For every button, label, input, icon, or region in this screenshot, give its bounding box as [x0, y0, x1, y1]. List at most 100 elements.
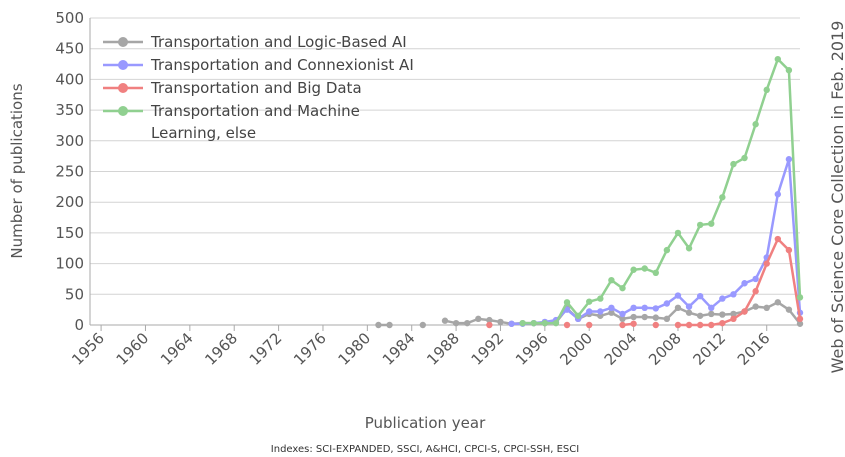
data-point: [674, 304, 682, 312]
x-tick-label: 2008: [645, 329, 685, 369]
data-point: [696, 292, 704, 300]
data-point: [785, 306, 793, 313]
data-point: [630, 304, 637, 312]
data-point: [663, 300, 671, 307]
y-tick-label: 50: [65, 285, 84, 303]
data-point: [774, 235, 782, 243]
data-point: [708, 321, 715, 329]
data-point: [652, 269, 659, 277]
data-point: [586, 321, 593, 329]
data-point: [563, 321, 571, 329]
data-point: [708, 304, 715, 312]
data-point: [696, 221, 704, 229]
data-point: [674, 321, 682, 329]
data-point: [486, 321, 493, 329]
data-point: [796, 294, 804, 301]
data-point: [752, 288, 759, 295]
data-point: [641, 304, 648, 312]
x-tick-label: 1980: [334, 329, 374, 369]
x-tick-label: 1996: [512, 329, 552, 369]
data-point: [730, 315, 737, 323]
data-point: [608, 276, 615, 284]
legend-label: Transportation and Logic-Based AI: [151, 33, 407, 51]
y-tick-label: 450: [55, 40, 84, 58]
x-tick-label: 1968: [201, 329, 241, 369]
data-point: [641, 313, 648, 321]
y-tick-label: 400: [55, 70, 84, 88]
data-point: [563, 299, 571, 306]
data-point: [608, 304, 615, 312]
data-point: [563, 306, 571, 313]
data-point: [719, 319, 726, 327]
data-point: [730, 160, 737, 168]
data-point: [796, 315, 804, 323]
data-point: [441, 317, 449, 324]
data-point: [663, 246, 671, 254]
y-tick-label: 250: [55, 163, 84, 181]
legend-marker: [118, 60, 128, 70]
data-point: [608, 309, 615, 316]
data-point: [530, 319, 537, 327]
x-tick-label: 1964: [157, 329, 197, 369]
side-note: Web of Science Core Collection in Feb. 2…: [828, 21, 845, 374]
y-tick-label: 300: [55, 132, 84, 150]
data-point: [419, 321, 427, 329]
x-tick-label: 1972: [246, 329, 286, 369]
legend-marker: [118, 106, 128, 116]
data-point: [541, 319, 549, 327]
data-point: [586, 298, 593, 305]
data-point: [752, 275, 759, 283]
x-tick-label: 1976: [290, 329, 330, 369]
series-line: [511, 158, 802, 326]
data-point: [685, 303, 693, 310]
x-tick-label: 1988: [423, 329, 463, 369]
data-point: [752, 303, 759, 310]
data-point: [763, 260, 770, 267]
y-tick-label: 100: [55, 255, 84, 273]
data-point: [785, 66, 793, 74]
x-tick-label: 2012: [689, 329, 729, 369]
x-tick-label: 2004: [601, 329, 641, 369]
x-tick-label: 2016: [734, 329, 774, 369]
data-point: [630, 266, 637, 273]
data-point: [519, 319, 526, 327]
data-point: [463, 319, 471, 327]
data-point: [619, 321, 626, 329]
legend-label: Transportation and Machine Learning, els…: [151, 102, 360, 142]
data-point: [586, 308, 593, 315]
data-point: [475, 315, 482, 323]
y-tick-label: 150: [55, 224, 84, 242]
data-point: [752, 121, 759, 128]
data-point: [708, 310, 715, 318]
data-point: [685, 245, 693, 252]
data-point: [741, 154, 748, 162]
y-tick-label: 0: [74, 316, 84, 334]
data-point: [796, 320, 804, 327]
data-point: [685, 309, 693, 316]
data-point: [774, 191, 782, 198]
data-point: [452, 319, 460, 327]
data-point: [652, 321, 659, 329]
data-point: [741, 308, 748, 315]
legend-marker: [118, 83, 128, 93]
legend-label: Transportation and Connexionist AI: [151, 56, 414, 74]
x-tick-label: 1984: [379, 329, 419, 369]
data-point: [696, 321, 704, 329]
data-point: [619, 284, 626, 292]
data-point: [719, 194, 726, 201]
x-axis-label: Publication year: [365, 414, 486, 432]
data-point: [619, 310, 626, 318]
data-point: [508, 320, 515, 327]
x-tick-label: 2000: [556, 329, 596, 369]
x-tick-label: 1960: [113, 329, 153, 369]
data-point: [630, 320, 637, 327]
y-axis-label: Number of publications: [8, 83, 26, 258]
footnote: Indexes: SCI-EXPANDED, SSCI, A&HCI, CPCI…: [271, 444, 579, 455]
data-point: [552, 319, 560, 327]
data-point: [674, 292, 682, 299]
data-point: [774, 55, 782, 63]
data-point: [663, 315, 671, 323]
legend-label: Transportation and Big Data: [151, 79, 362, 97]
y-tick-label: 350: [55, 101, 84, 119]
